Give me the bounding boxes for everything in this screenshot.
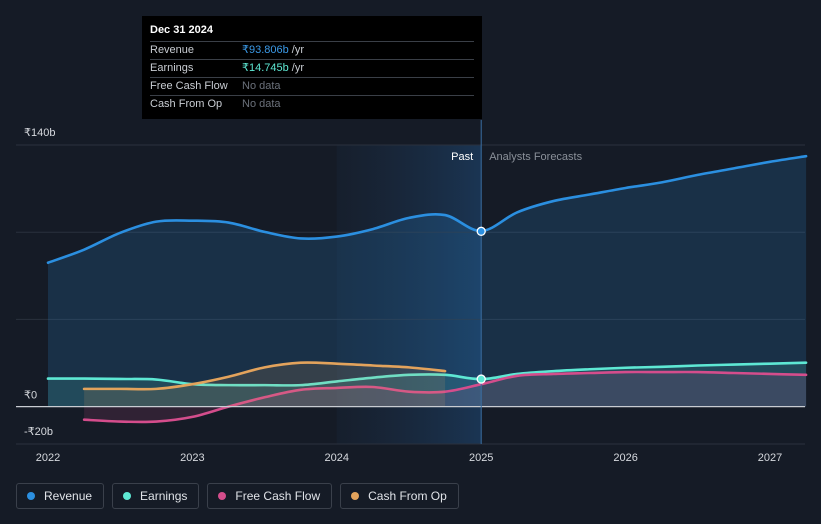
legend-label: Earnings xyxy=(140,489,188,503)
legend-item-earnings[interactable]: Earnings xyxy=(112,483,200,509)
past-label: Past xyxy=(451,151,473,163)
tooltip-date: Dec 31 2024 xyxy=(150,24,213,36)
legend-label: Cash From Op xyxy=(368,489,447,503)
legend-item-cash-from-op[interactable]: Cash From Op xyxy=(340,483,459,509)
y-tick-label: ₹0 xyxy=(24,390,37,402)
tooltip-unit: /yr xyxy=(291,62,304,74)
tooltip-label: Earnings xyxy=(150,62,194,74)
tooltip-row-cash-from-op: Cash From Op No data xyxy=(150,95,474,113)
tooltip: Dec 31 2024 Revenue ₹93.806b /yr Earning… xyxy=(142,16,482,119)
x-tick-label: 2027 xyxy=(758,452,782,464)
legend-item-free-cash-flow[interactable]: Free Cash Flow xyxy=(207,483,333,509)
series-area-cash-from-op xyxy=(84,362,446,407)
marker-earnings xyxy=(476,374,486,384)
tooltip-label: Free Cash Flow xyxy=(150,80,228,92)
y-tick-label: ₹140b xyxy=(24,127,55,139)
series-area-revenue xyxy=(48,156,807,407)
legend-dot-icon xyxy=(218,492,227,500)
tooltip-row-free-cash-flow: Free Cash Flow No data xyxy=(150,77,474,95)
past-highlight-band xyxy=(336,145,482,444)
legend-dot-icon xyxy=(123,492,132,500)
legend-label: Revenue xyxy=(44,489,93,503)
tooltip-label: Cash From Op xyxy=(150,98,223,110)
legend-item-revenue[interactable]: Revenue xyxy=(16,483,105,509)
series-area-earnings xyxy=(48,362,807,407)
y-tick-label: -₹20b xyxy=(24,426,53,438)
tooltip-row-earnings: Earnings ₹14.745b /yr xyxy=(150,59,474,77)
x-tick-label: 2025 xyxy=(469,452,493,464)
series-area-free-cash-flow xyxy=(84,371,807,423)
x-tick-label: 2023 xyxy=(180,452,204,464)
tooltip-value: ₹14.745b xyxy=(242,62,289,74)
legend-label: Free Cash Flow xyxy=(235,489,321,503)
marker-revenue xyxy=(476,226,486,236)
tooltip-value: ₹93.806b xyxy=(242,44,289,56)
tooltip-unit: /yr xyxy=(291,44,304,56)
series-line-free-cash-flow xyxy=(82,370,808,424)
tooltip-label: Revenue xyxy=(150,44,195,56)
legend-dot-icon xyxy=(351,492,360,500)
x-tick-label: 2022 xyxy=(36,452,60,464)
legend: Revenue Earnings Free Cash Flow Cash Fro… xyxy=(16,483,459,511)
x-tick-label: 2024 xyxy=(325,452,349,464)
tooltip-value: No data xyxy=(242,80,281,92)
series-line-revenue xyxy=(46,154,808,265)
legend-dot-icon xyxy=(27,492,35,500)
x-tick-label: 2026 xyxy=(613,452,637,464)
tooltip-value: No data xyxy=(242,98,281,110)
series-line-cash-from-op xyxy=(82,361,447,391)
tooltip-row-revenue: Revenue ₹93.806b /yr xyxy=(150,41,474,59)
forecast-label: Analysts Forecasts xyxy=(489,151,582,163)
series-line-earnings xyxy=(46,361,808,387)
